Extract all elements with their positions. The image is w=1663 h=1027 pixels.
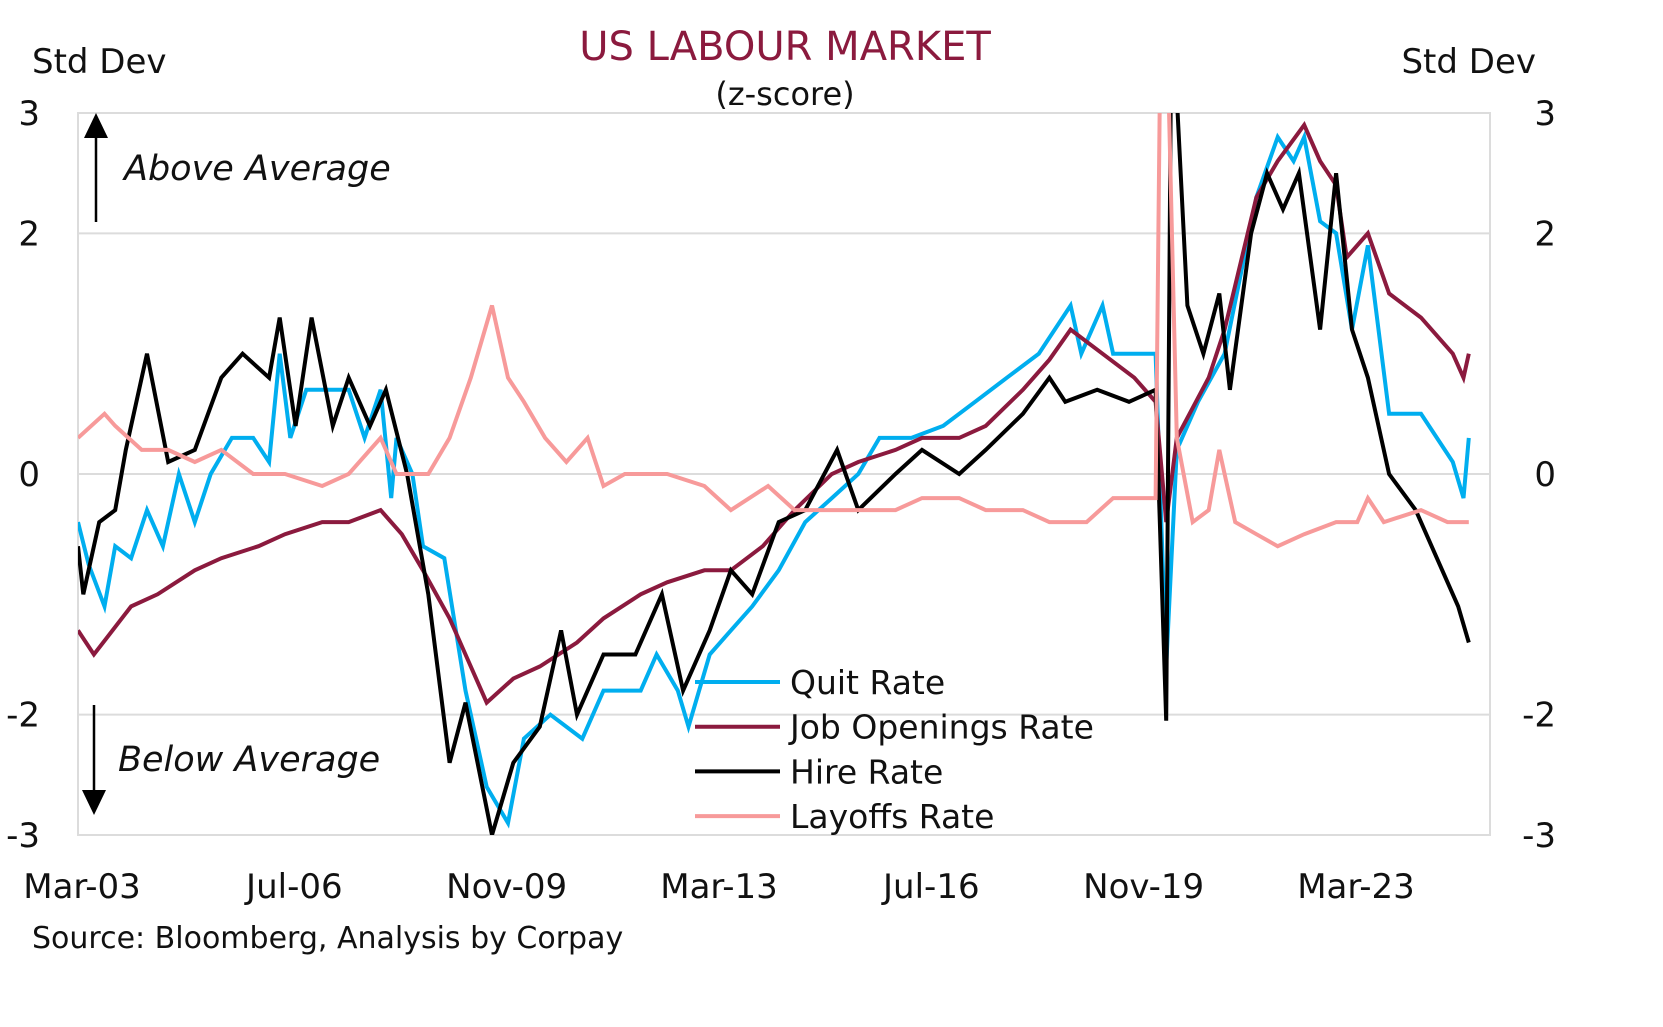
above-average-annotation: Above Average <box>84 113 391 222</box>
y-tick-label-right: 0 <box>1534 455 1556 495</box>
below-average-annotation: Below Average <box>82 705 380 815</box>
legend: Quit Rate Job Openings Rate Hire Rate Layof… <box>695 663 1094 836</box>
y-tick-label-left: 0 <box>18 455 40 495</box>
y-axis-label-left: Std Dev <box>32 42 167 82</box>
x-tick-label: Nov-09 <box>446 867 567 907</box>
x-tick-label: Mar-13 <box>660 867 778 907</box>
y-tick-label-left: -3 <box>6 816 40 856</box>
y-tick-label-right: -3 <box>1522 816 1556 856</box>
x-tick-label: Jul-16 <box>881 867 980 907</box>
down-arrowhead-icon <box>82 790 106 815</box>
legend-label: Hire Rate <box>790 752 943 791</box>
y-tick-label-left: 2 <box>18 214 40 254</box>
chart-title: US LABOUR MARKET <box>579 24 991 70</box>
y-tick-label-right: 2 <box>1534 214 1556 254</box>
chart-subtitle: (z-score) <box>715 75 854 113</box>
legend-label: Job Openings Rate <box>788 708 1094 747</box>
y-tick-label-right: 3 <box>1534 94 1556 134</box>
series-line-hire-rate <box>78 113 1471 835</box>
x-tick-label: Nov-19 <box>1083 867 1204 907</box>
x-tick-label: Mar-23 <box>1297 867 1415 907</box>
above-average-label: Above Average <box>122 149 391 189</box>
x-tick-label: Mar-03 <box>23 867 141 907</box>
x-tick-label: Jul-06 <box>244 867 343 907</box>
legend-label: Layoffs Rate <box>790 797 994 836</box>
series-line-quit-rate <box>78 130 1471 829</box>
source-note: Source: Bloomberg, Analysis by Corpay <box>32 921 623 956</box>
plot-area-border <box>77 112 1491 836</box>
y-tick-label-left: 3 <box>18 94 40 134</box>
legend-label: Quit Rate <box>790 663 945 702</box>
y-tick-label-left: -2 <box>6 696 40 736</box>
y-axis-label-right: Std Dev <box>1401 42 1536 82</box>
below-average-label: Below Average <box>118 740 380 780</box>
series-line-layoffs-rate <box>78 113 1469 549</box>
y-tick-label-right: -2 <box>1522 696 1556 736</box>
up-arrowhead-icon <box>84 113 108 138</box>
